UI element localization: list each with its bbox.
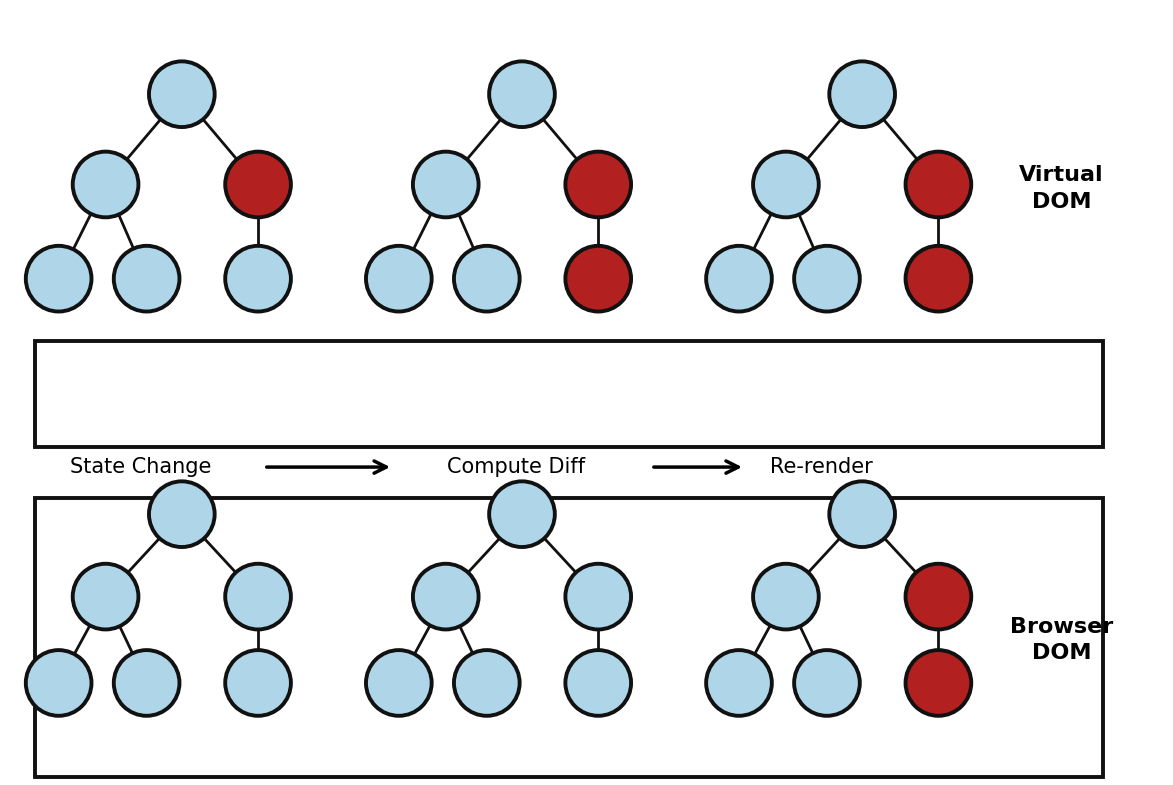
Ellipse shape	[73, 564, 138, 630]
Text: Virtual
DOM: Virtual DOM	[1019, 165, 1104, 212]
Ellipse shape	[149, 481, 215, 547]
Ellipse shape	[366, 650, 432, 716]
Ellipse shape	[225, 246, 291, 312]
Ellipse shape	[906, 564, 971, 630]
Bar	[35, 341, 1103, 447]
Ellipse shape	[26, 650, 91, 716]
Text: State Change: State Change	[70, 457, 211, 477]
Ellipse shape	[565, 152, 631, 217]
Ellipse shape	[706, 650, 772, 716]
Ellipse shape	[225, 564, 291, 630]
Ellipse shape	[794, 650, 860, 716]
Ellipse shape	[73, 152, 138, 217]
Ellipse shape	[489, 481, 555, 547]
Ellipse shape	[149, 61, 215, 127]
Ellipse shape	[753, 152, 819, 217]
Text: Compute Diff: Compute Diff	[447, 457, 585, 477]
Text: Browser
DOM: Browser DOM	[1010, 616, 1113, 663]
Ellipse shape	[794, 246, 860, 312]
Ellipse shape	[454, 650, 520, 716]
Ellipse shape	[413, 152, 479, 217]
Ellipse shape	[114, 650, 179, 716]
Ellipse shape	[565, 564, 631, 630]
Ellipse shape	[489, 61, 555, 127]
Ellipse shape	[753, 564, 819, 630]
Ellipse shape	[706, 246, 772, 312]
Ellipse shape	[906, 246, 971, 312]
Ellipse shape	[26, 246, 91, 312]
Ellipse shape	[454, 246, 520, 312]
Ellipse shape	[225, 650, 291, 716]
Bar	[35, 498, 1103, 777]
Ellipse shape	[829, 481, 895, 547]
Ellipse shape	[366, 246, 432, 312]
Ellipse shape	[906, 152, 971, 217]
Ellipse shape	[413, 564, 479, 630]
Ellipse shape	[829, 61, 895, 127]
Ellipse shape	[565, 246, 631, 312]
Ellipse shape	[906, 650, 971, 716]
Ellipse shape	[225, 152, 291, 217]
Ellipse shape	[114, 246, 179, 312]
Text: Re-render: Re-render	[769, 457, 873, 477]
Ellipse shape	[565, 650, 631, 716]
